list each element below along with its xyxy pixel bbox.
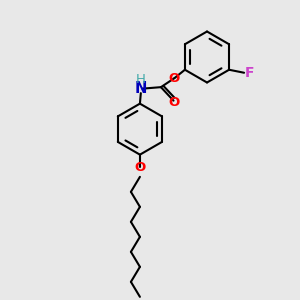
Text: H: H	[136, 73, 146, 85]
Text: F: F	[245, 66, 254, 80]
Text: O: O	[169, 96, 180, 109]
Text: O: O	[134, 161, 146, 174]
Text: N: N	[135, 81, 147, 96]
Text: O: O	[169, 72, 180, 85]
